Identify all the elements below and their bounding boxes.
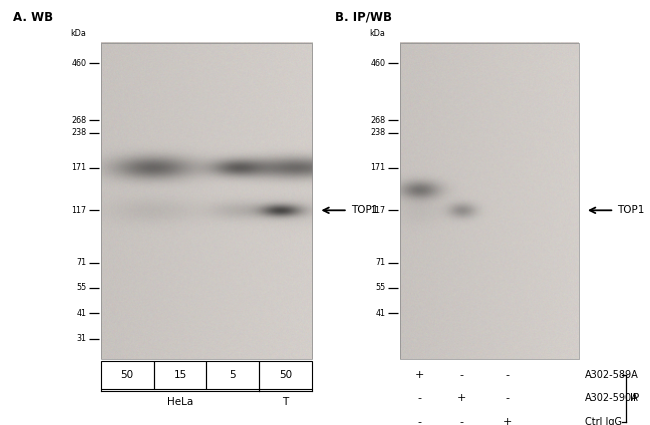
Text: 238: 238	[370, 128, 385, 137]
Text: 5: 5	[229, 370, 236, 380]
Bar	[101, 361, 153, 389]
Text: 171: 171	[370, 163, 385, 172]
Text: 41: 41	[77, 309, 86, 318]
Text: 460: 460	[72, 59, 86, 68]
Text: 50: 50	[279, 370, 292, 380]
Text: A302-590A: A302-590A	[585, 394, 639, 403]
Text: -: -	[460, 417, 463, 425]
Text: 117: 117	[370, 206, 385, 215]
Text: kDa: kDa	[370, 29, 385, 38]
Text: TOP1: TOP1	[351, 205, 378, 215]
Text: 71: 71	[375, 258, 385, 267]
Text: A. WB: A. WB	[13, 11, 53, 24]
Bar	[207, 361, 259, 389]
Text: -: -	[417, 417, 421, 425]
Text: 41: 41	[376, 309, 385, 318]
Text: 55: 55	[76, 283, 86, 292]
Text: +: +	[457, 394, 466, 403]
Bar	[153, 361, 207, 389]
Text: -: -	[460, 370, 463, 380]
Text: TOP1: TOP1	[618, 205, 645, 215]
Text: T: T	[283, 397, 289, 408]
Text: -: -	[505, 394, 509, 403]
Text: 460: 460	[370, 59, 385, 68]
Text: IP: IP	[630, 394, 639, 403]
Bar	[101, 42, 312, 359]
Text: B. IP/WB: B. IP/WB	[335, 11, 392, 24]
Bar	[259, 361, 312, 389]
Text: 55: 55	[375, 283, 385, 292]
Text: kDa: kDa	[71, 29, 86, 38]
Text: 117: 117	[72, 206, 86, 215]
Text: +: +	[415, 370, 424, 380]
Text: 71: 71	[76, 258, 86, 267]
Bar	[400, 42, 578, 359]
Text: HeLa: HeLa	[167, 397, 193, 408]
Text: 171: 171	[72, 163, 86, 172]
Text: A302-589A: A302-589A	[585, 370, 639, 380]
Text: 15: 15	[174, 370, 187, 380]
Text: Ctrl IgG: Ctrl IgG	[585, 417, 622, 425]
Text: 268: 268	[370, 116, 385, 125]
Text: 31: 31	[77, 334, 86, 343]
Text: 238: 238	[72, 128, 86, 137]
Text: -: -	[505, 370, 509, 380]
Text: 50: 50	[121, 370, 134, 380]
Text: +: +	[502, 417, 512, 425]
Text: -: -	[417, 394, 421, 403]
Text: 268: 268	[72, 116, 86, 125]
